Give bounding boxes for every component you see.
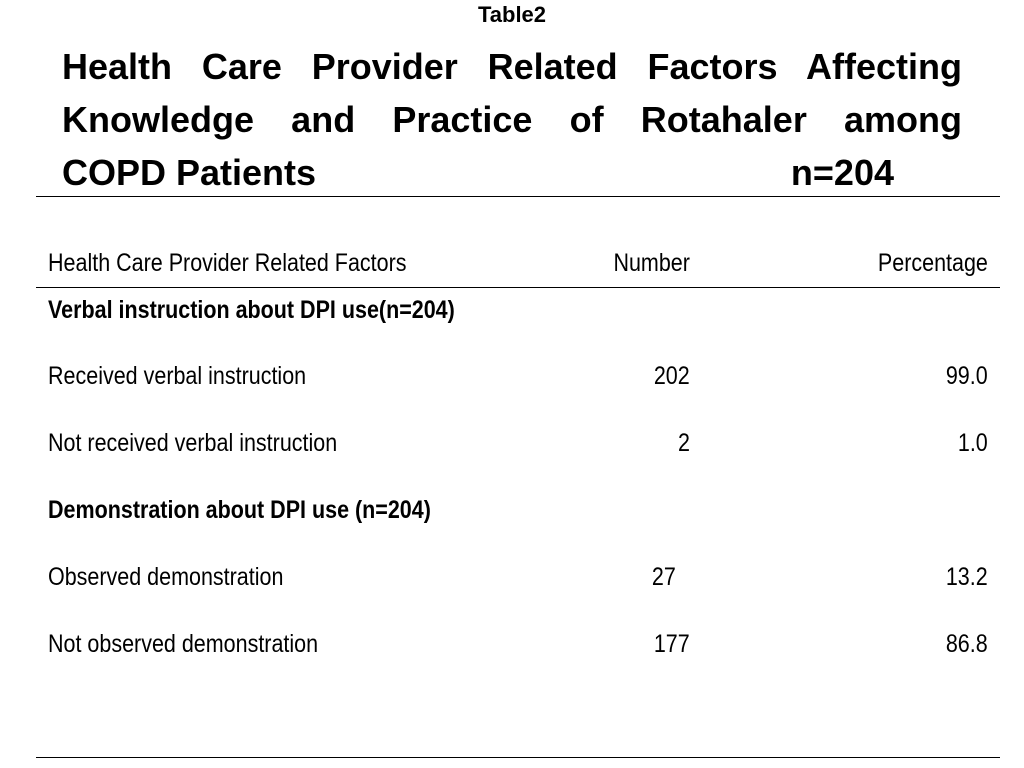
table-label: Table2 [477,2,547,27]
row-percentage: 1.0 [958,429,988,457]
title-line-1: Health Care Provider Related Factors Aff… [62,46,962,87]
header-factor: Health Care Provider Related Factors [48,249,407,277]
bottom-rule [36,757,1000,758]
section-heading-demonstration: Demonstration about DPI use (n=204) [48,496,431,524]
row-percentage: 13.2 [946,563,988,591]
row-label: Received verbal instruction [48,362,307,390]
row-number: 2 [678,429,690,457]
title-line-2: Knowledge and Practice of Rotahaler amon… [62,99,962,140]
row-number: 202 [654,362,690,390]
row-percentage: 99.0 [946,362,988,390]
title-line-3-text: COPD Patients [62,152,317,193]
sample-size: n=204 [790,152,894,193]
section-heading-verbal: Verbal instruction about DPI use(n=204) [48,296,455,324]
row-label: Not observed demonstration [48,630,319,658]
row-label: Not received verbal instruction [48,429,338,457]
header-percentage: Percentage [878,249,988,277]
header-rule [36,287,1000,288]
table-title: Health Care Provider Related Factors Aff… [62,40,962,199]
row-number: 27 [652,563,676,591]
row-label: Observed demonstration [48,563,284,591]
header-number: Number [613,249,690,277]
row-number: 177 [654,630,690,658]
top-rule [36,196,1000,197]
row-percentage: 86.8 [946,630,988,658]
title-line-3: COPD Patients n=204 [62,146,962,199]
